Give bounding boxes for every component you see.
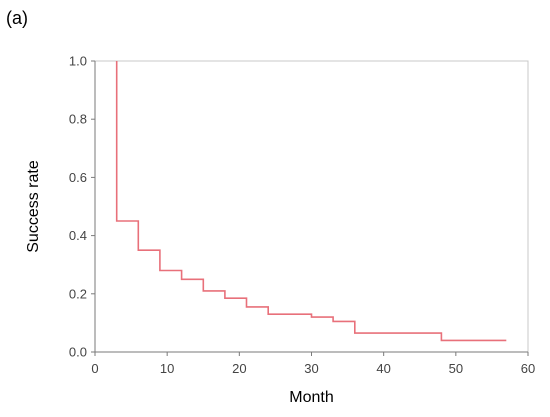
y-tick-label: 0.6 [69, 170, 87, 185]
y-tick-label: 0.8 [69, 112, 87, 127]
x-tick-label: 30 [304, 361, 318, 376]
x-tick-label: 60 [521, 361, 535, 376]
y-tick-label: 0.2 [69, 286, 87, 301]
y-axis: 0.0 0.2 0.4 0.6 0.8 1.0 [69, 54, 96, 360]
x-tick-label: 50 [449, 361, 463, 376]
plot-frame [94, 60, 529, 353]
x-tick-label: 20 [232, 361, 246, 376]
x-tick-label: 0 [91, 361, 98, 376]
y-axis-title: Success rate [25, 160, 42, 253]
x-axis-title: Month [289, 389, 333, 406]
x-tick-label: 10 [160, 361, 174, 376]
survival-step-line-0 [115, 61, 507, 342]
x-tick-label: 40 [376, 361, 390, 376]
panel-label: (a) [6, 8, 28, 28]
y-tick-label: 1.0 [69, 54, 87, 69]
x-axis: 0 10 20 30 40 50 60 [91, 351, 535, 376]
y-tick-label: 0.0 [69, 345, 87, 360]
y-tick-label: 0.4 [69, 228, 87, 243]
series-layer [115, 61, 507, 342]
